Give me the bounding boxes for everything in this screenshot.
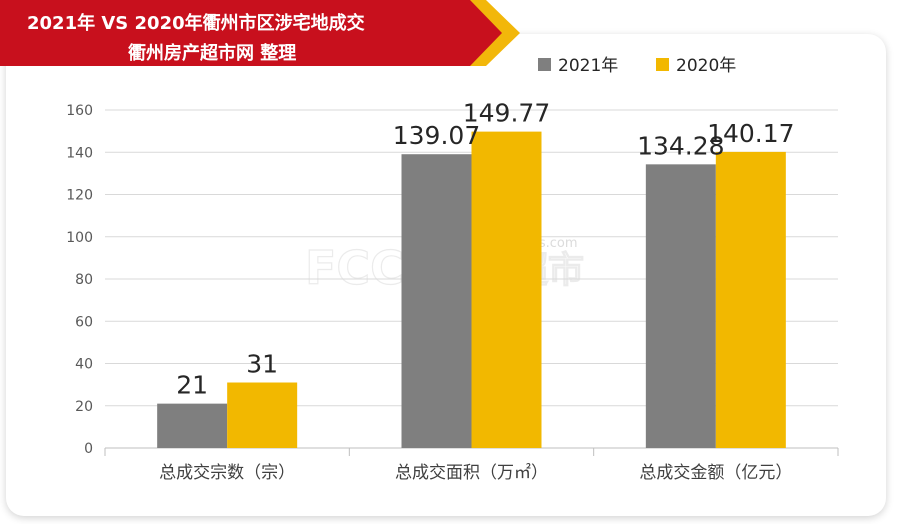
y-tick-label: 40	[75, 357, 93, 373]
data-label: 149.77	[463, 99, 550, 128]
chart-title: 2021年 VS 2020年衢州市区涉宅地成交	[27, 13, 365, 34]
y-tick-label: 140	[66, 145, 93, 161]
y-tick-label: 100	[66, 230, 93, 246]
x-tick-label: 总成交宗数（宗）	[159, 463, 295, 483]
banner-red-shape	[0, 0, 502, 66]
legend-swatch	[656, 58, 669, 71]
bar	[715, 151, 786, 448]
bar	[401, 154, 472, 448]
legend: 2021年 2020年	[538, 56, 736, 76]
title-banner	[0, 0, 502, 66]
bar	[157, 403, 228, 448]
bar	[645, 164, 716, 448]
x-tick-label: 总成交金额（亿元）	[639, 463, 792, 483]
data-label: 31	[246, 350, 278, 379]
data-label: 134.28	[637, 131, 724, 160]
x-tick-label: 总成交面积（万㎡）	[395, 463, 548, 483]
y-tick-label: 120	[66, 188, 93, 204]
data-label: 140.17	[707, 119, 794, 148]
legend-label: 2021年	[558, 56, 618, 76]
bars	[157, 131, 786, 448]
y-tick-label: 160	[66, 103, 93, 119]
y-tick-label: 60	[75, 314, 93, 330]
data-label: 21	[176, 371, 208, 400]
legend-swatch	[538, 58, 551, 71]
bar	[471, 131, 542, 448]
y-tick-label: 20	[75, 399, 93, 415]
legend-label: 2020年	[676, 56, 736, 76]
chart-subtitle: 衢州房产超市网 整理	[128, 43, 297, 64]
data-label: 139.07	[393, 121, 480, 150]
y-tick-label: 0	[84, 441, 93, 457]
y-tick-label: 80	[75, 272, 93, 288]
bar	[227, 382, 298, 448]
